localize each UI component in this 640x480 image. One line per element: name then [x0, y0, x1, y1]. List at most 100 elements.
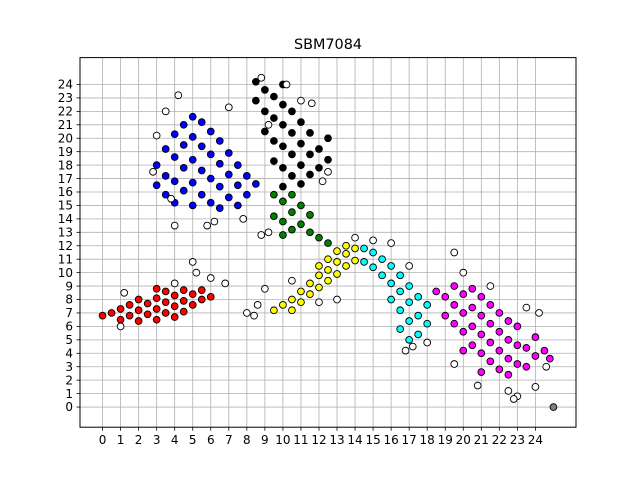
- data-point: [486, 301, 495, 309]
- data-point: [250, 311, 258, 320]
- data-point: [306, 170, 314, 179]
- data-point: [188, 301, 197, 309]
- data-point: [333, 270, 341, 278]
- data-point: [342, 249, 350, 258]
- data-point: [504, 335, 513, 344]
- data-point: [152, 284, 161, 293]
- data-point: [315, 262, 323, 270]
- data-point: [179, 286, 188, 294]
- data-point: [215, 137, 224, 145]
- data-point: [170, 302, 179, 311]
- data-point: [450, 301, 459, 309]
- data-point: [468, 284, 477, 293]
- x-tick-label: 7: [225, 433, 233, 447]
- data-point: [143, 310, 152, 319]
- y-tick-label: 9: [65, 279, 73, 293]
- data-point: [405, 317, 414, 325]
- y-tick-label: 2: [65, 373, 73, 387]
- y-tick-label: 21: [58, 118, 73, 132]
- data-point: [134, 306, 143, 315]
- data-point: [161, 190, 170, 199]
- x-tick-label: 9: [261, 433, 269, 447]
- data-point: [531, 383, 540, 391]
- data-point: [297, 287, 305, 296]
- data-point: [149, 167, 157, 176]
- data-point: [192, 268, 201, 277]
- data-point: [288, 129, 296, 137]
- data-point: [540, 346, 549, 355]
- data-point: [134, 317, 143, 325]
- data-point: [369, 263, 377, 272]
- data-point: [215, 182, 224, 191]
- x-tick-label: 22: [492, 433, 507, 447]
- data-point: [477, 349, 486, 358]
- data-point: [324, 167, 332, 176]
- x-tick-label: 1: [117, 433, 125, 447]
- data-point: [297, 161, 305, 169]
- data-point: [288, 107, 296, 116]
- data-point: [297, 220, 305, 229]
- data-point: [531, 333, 540, 342]
- data-point: [257, 73, 266, 82]
- data-point: [351, 233, 359, 242]
- x-tick-label: 6: [207, 433, 215, 447]
- data-point: [450, 248, 459, 257]
- data-point: [120, 288, 129, 297]
- data-point: [342, 262, 350, 270]
- data-point: [170, 313, 179, 321]
- data-point: [324, 276, 332, 285]
- data-point: [495, 309, 504, 317]
- data-point: [387, 279, 395, 288]
- chart-title: SBM7084: [294, 37, 362, 53]
- data-point: [215, 204, 224, 212]
- data-point: [414, 311, 423, 320]
- data-point: [504, 354, 513, 363]
- data-point: [125, 301, 134, 309]
- x-tick-label: 13: [329, 433, 344, 447]
- data-point: [257, 231, 266, 239]
- x-tick-label: 2: [135, 433, 143, 447]
- y-tick-label: 11: [58, 252, 73, 266]
- data-point: [486, 282, 495, 290]
- data-point: [459, 346, 468, 355]
- data-point: [378, 255, 386, 264]
- data-point: [307, 99, 316, 108]
- data-point: [98, 311, 107, 320]
- data-point: [203, 221, 212, 230]
- data-point: [261, 86, 269, 94]
- data-point: [152, 294, 161, 303]
- data-point: [441, 292, 450, 301]
- data-point: [531, 352, 540, 360]
- data-point: [486, 319, 495, 328]
- data-point: [179, 186, 188, 195]
- x-tick-label: 4: [171, 433, 179, 447]
- data-point: [342, 241, 350, 250]
- data-point: [270, 157, 278, 165]
- data-point: [170, 177, 179, 186]
- data-point: [107, 309, 116, 317]
- data-point: [477, 292, 486, 301]
- data-point: [242, 309, 251, 317]
- y-tick-label: 17: [58, 172, 73, 186]
- x-tick-label: 15: [365, 433, 380, 447]
- data-point: [315, 298, 323, 307]
- data-point: [513, 360, 522, 368]
- data-point: [378, 271, 386, 280]
- data-point: [288, 306, 296, 315]
- data-point: [270, 190, 278, 199]
- x-tick-label: 19: [438, 433, 453, 447]
- data-point: [405, 335, 414, 344]
- data-point: [264, 228, 273, 237]
- data-point: [206, 174, 215, 183]
- data-point: [279, 100, 287, 109]
- data-point: [396, 271, 404, 280]
- data-point: [170, 221, 179, 230]
- data-point: [396, 306, 404, 315]
- data-point: [253, 301, 262, 309]
- x-tick-label: 5: [189, 433, 197, 447]
- data-point: [179, 141, 188, 149]
- x-tick-label: 20: [456, 433, 471, 447]
- data-point: [242, 190, 251, 199]
- data-point: [239, 215, 248, 223]
- data-point: [306, 290, 314, 298]
